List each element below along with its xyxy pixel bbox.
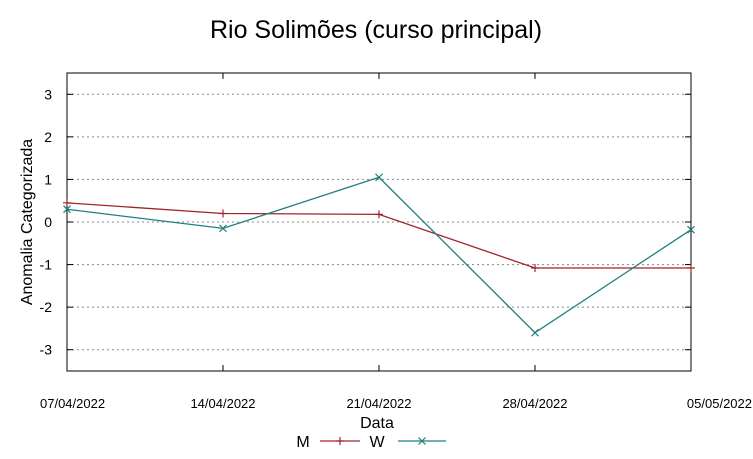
y-tick-label: 2 <box>44 129 52 145</box>
data-point <box>63 198 71 207</box>
y-axis-ticks: 3 2 1 0 -1 -2 -3 <box>40 86 691 358</box>
data-point <box>219 224 227 233</box>
y-tick-label: 1 <box>44 171 52 187</box>
x-tick-label: 05/05/2022 <box>687 396 752 411</box>
y-tick-label: 0 <box>44 214 52 230</box>
data-point <box>375 210 383 219</box>
series-line-W <box>66 176 692 334</box>
x-axis-label: Data <box>360 415 394 432</box>
x-axis-ticks: 07/04/2022 14/04/2022 21/04/2022 28/04/2022… <box>40 73 752 411</box>
legend-label: W <box>369 434 385 451</box>
legend-label: M <box>296 434 309 451</box>
y-tick-label: -3 <box>40 342 53 358</box>
data-point <box>687 225 695 234</box>
data-point <box>375 173 383 182</box>
y-tick-label: 3 <box>44 86 52 102</box>
y-tick-label: -2 <box>40 299 53 315</box>
data-point <box>336 437 344 445</box>
data-point <box>63 205 71 214</box>
data-point <box>219 209 227 218</box>
data-point <box>531 263 539 272</box>
data-point <box>418 437 426 445</box>
grid-lines <box>67 93 691 351</box>
data-point <box>687 263 695 272</box>
data-point <box>531 328 539 337</box>
x-tick-label: 21/04/2022 <box>346 396 411 411</box>
x-tick-label: 28/04/2022 <box>502 396 567 411</box>
y-tick-label: -1 <box>40 257 53 273</box>
chart-title: Rio Solimões (curso principal) <box>210 16 542 44</box>
series-layer <box>63 173 695 337</box>
x-tick-label: 07/04/2022 <box>40 396 105 411</box>
y-axis-label: Anomalia Categorizada <box>19 139 36 305</box>
x-tick-label: 14/04/2022 <box>190 396 255 411</box>
